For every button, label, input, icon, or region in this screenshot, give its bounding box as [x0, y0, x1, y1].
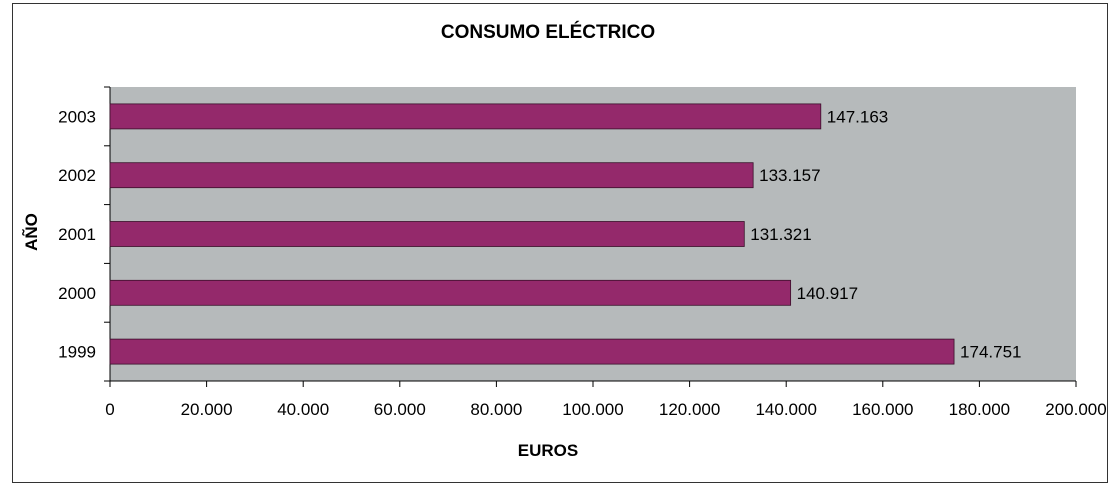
data-label-2000: 140.917: [797, 284, 858, 303]
x-axis-label: EUROS: [517, 441, 579, 460]
bar-2002: [109, 162, 754, 189]
x-tick-label: 100.000: [562, 400, 623, 419]
data-label-2002: 133.157: [759, 166, 820, 185]
y-tick-label-2002: 2002: [58, 166, 96, 185]
x-tick-label: 140.000: [755, 400, 816, 419]
x-tick-label: 160.000: [852, 400, 913, 419]
data-label-2001: 131.321: [750, 225, 811, 244]
x-tick-label: 0: [105, 400, 114, 419]
y-tick-label-1999: 1999: [58, 343, 96, 362]
bar-2001: [109, 221, 745, 247]
data-label-1999: 174.751: [960, 343, 1021, 362]
x-tick-label: 180.000: [949, 400, 1010, 419]
y-tick-label-2001: 2001: [58, 225, 96, 244]
bar-2003: [109, 103, 822, 130]
x-tick-label: 80.000: [470, 400, 522, 419]
y-tick-label-2003: 2003: [58, 107, 96, 126]
chart-title: CONSUMO ELÉCTRICO: [440, 22, 656, 43]
x-tick-label: 200.000: [1045, 400, 1106, 419]
x-tick-label: 20.000: [181, 400, 233, 419]
bar-2000: [109, 279, 792, 306]
x-tick-label: 40.000: [277, 400, 329, 419]
x-tick-label: 60.000: [374, 400, 426, 419]
data-label-2003: 147.163: [827, 107, 888, 126]
y-tick-label-2000: 2000: [58, 284, 96, 303]
bar-1999: [109, 338, 955, 365]
x-tick-label: 120.000: [659, 400, 720, 419]
bar-chart: 0 20.000 40.000 60.000 80.000 100.000 120.000 1…: [58, 86, 1107, 419]
